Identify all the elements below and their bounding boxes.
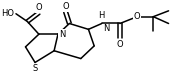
- Text: S: S: [32, 64, 38, 73]
- Text: O: O: [62, 2, 69, 11]
- Text: O: O: [117, 40, 123, 49]
- Text: N: N: [59, 30, 65, 39]
- Text: O: O: [134, 12, 140, 21]
- Text: N: N: [103, 24, 109, 33]
- Text: H: H: [98, 11, 104, 20]
- Text: HO: HO: [1, 9, 14, 18]
- Text: O: O: [36, 3, 42, 12]
